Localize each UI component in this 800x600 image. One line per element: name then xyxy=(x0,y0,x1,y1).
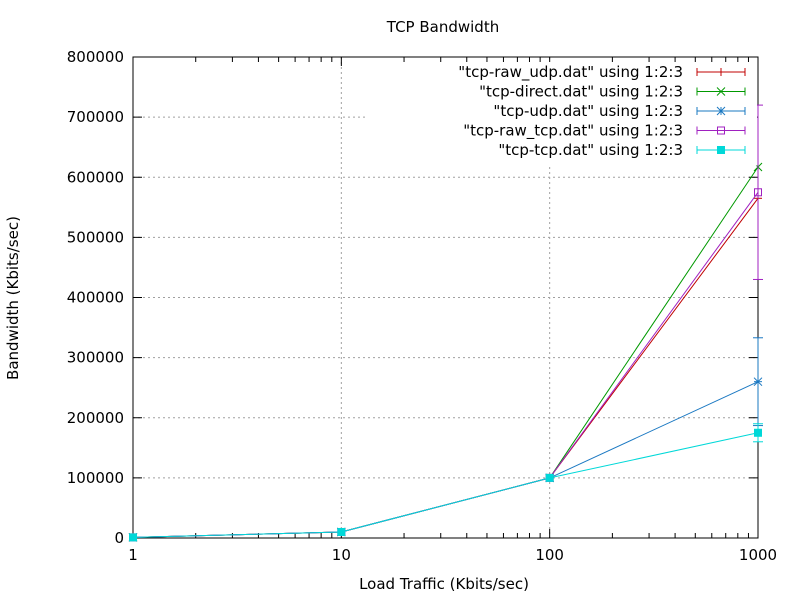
y-tick-label: 300000 xyxy=(67,349,124,367)
series-layer xyxy=(128,104,763,542)
data-point xyxy=(129,533,137,542)
marker-stroke xyxy=(753,377,763,387)
data-point xyxy=(545,473,554,482)
marker-fill xyxy=(337,527,346,536)
data-point xyxy=(754,428,762,437)
marker-stroke xyxy=(716,87,726,96)
series-line xyxy=(132,432,759,538)
y-tick-label: 800000 xyxy=(67,48,124,66)
y-tick-label: 500000 xyxy=(67,228,124,246)
marker-fill xyxy=(754,428,762,437)
y-tick-label: 400000 xyxy=(67,289,124,307)
y-tick-label: 600000 xyxy=(67,168,124,186)
marker-fill xyxy=(545,473,554,482)
data-point xyxy=(337,527,346,536)
legend-marker xyxy=(717,126,725,135)
legend-marker xyxy=(716,106,726,116)
data-point xyxy=(753,377,763,387)
plot-border xyxy=(132,56,759,539)
legend-entry-0: "tcp-raw_udp.dat" using 1:2:3 xyxy=(458,63,746,82)
legend-entry-2: "tcp-udp.dat" using 1:2:3 xyxy=(493,102,746,120)
x-tick-label: 1 xyxy=(128,546,138,564)
series-4 xyxy=(129,423,763,542)
marker-stroke xyxy=(754,188,762,197)
legend-label: "tcp-tcp.dat" using 1:2:3 xyxy=(498,141,683,159)
y-tick-label: 100000 xyxy=(67,469,124,487)
data-point xyxy=(754,188,762,197)
marker-fill xyxy=(717,146,725,154)
y-tick-label: 0 xyxy=(114,529,124,547)
chart-title: TCP Bandwidth xyxy=(386,18,499,36)
x-axis-label: Load Traffic (Kbits/sec) xyxy=(359,575,529,593)
legend-label: "tcp-raw_udp.dat" using 1:2:3 xyxy=(458,63,683,82)
legend-marker xyxy=(716,87,726,96)
axes-layer: 0 100000 200000 300000 400000 500000 600000 700… xyxy=(67,48,777,564)
marker-stroke xyxy=(717,126,725,135)
marker-stroke xyxy=(716,106,726,116)
legend-label: "tcp-udp.dat" using 1:2:3 xyxy=(493,102,683,120)
x-tick-label: 1000 xyxy=(739,546,777,564)
legend-layer: "tcp-raw_udp.dat" using 1:2:3"tcp-direct… xyxy=(365,62,757,166)
x-tick-label: 100 xyxy=(535,546,564,564)
marker-fill xyxy=(129,533,137,542)
y-tick-label: 200000 xyxy=(67,409,124,427)
legend-entry-4: "tcp-tcp.dat" using 1:2:3 xyxy=(498,141,746,159)
legend-background xyxy=(365,62,757,166)
legend-entry-3: "tcp-raw_tcp.dat" using 1:2:3 xyxy=(463,122,746,141)
y-tick-label: 700000 xyxy=(67,108,124,126)
legend-marker xyxy=(717,68,725,76)
x-tick-label: 10 xyxy=(332,546,351,564)
legend-label: "tcp-direct.dat" using 1:2:3 xyxy=(479,83,683,101)
y-axis-label: Bandwidth (Kbits/sec) xyxy=(4,216,22,380)
legend-label: "tcp-raw_tcp.dat" using 1:2:3 xyxy=(463,122,683,141)
legend-entry-1: "tcp-direct.dat" using 1:2:3 xyxy=(479,83,746,101)
legend-marker xyxy=(717,146,725,154)
